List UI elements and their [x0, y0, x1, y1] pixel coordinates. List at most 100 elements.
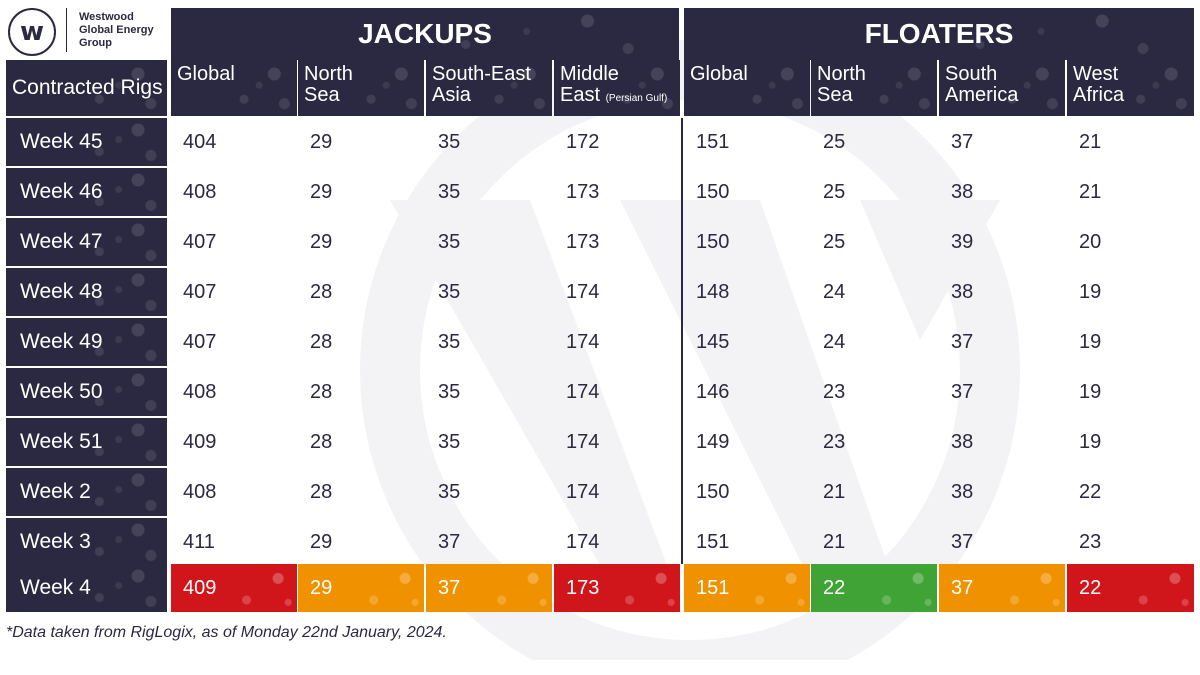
corner-label: Contracted Rigs [6, 60, 167, 116]
table-cell: 409 [183, 430, 217, 453]
column-header-line-1: Middle [560, 63, 619, 85]
table-cell: 407 [183, 330, 217, 353]
table-cell: 37 [951, 330, 974, 353]
column-header-line-2-text: Asia [432, 84, 471, 106]
row-label-week: Week 46 [6, 168, 167, 216]
table-cell: 38 [951, 180, 974, 203]
column-header-jackups-3: South-East Asia [426, 60, 552, 116]
logo-divider [66, 8, 67, 52]
table-cell: 35 [438, 180, 461, 203]
highlight-cell-red: 22 [1067, 564, 1194, 612]
row-label-week: Week 48 [6, 268, 167, 316]
table-cell: 148 [696, 280, 730, 303]
group-separator [681, 118, 683, 564]
group-header-floaters: FLOATERS [684, 8, 1194, 60]
column-header-line-1: Global [177, 63, 235, 85]
table-cell: 150 [696, 180, 730, 203]
row-label-week: Week 3 [6, 518, 167, 566]
table-cell: 35 [438, 280, 461, 303]
table-cell: 19 [1079, 380, 1102, 403]
table-cell: 28 [310, 330, 333, 353]
column-header-line-2-text: America [945, 84, 1019, 106]
table-cell: 35 [438, 380, 461, 403]
table-cell: 408 [183, 480, 217, 503]
table-cell: 35 [438, 430, 461, 453]
table-cell: 35 [438, 330, 461, 353]
table-cell: 38 [951, 480, 974, 503]
column-header-line-2-text: Sea [817, 84, 853, 106]
table-cell: 174 [566, 330, 600, 353]
column-header-floaters-3: South America [939, 60, 1065, 116]
table-cell: 149 [696, 430, 730, 453]
row-label-week: Week 50 [6, 368, 167, 416]
column-header-line-2: Africa [1073, 85, 1194, 106]
table-cell: 37 [438, 530, 461, 553]
column-header-floaters-1: Global [684, 60, 810, 116]
table-cell: 29 [310, 130, 333, 153]
column-header-line-2: Asia [432, 85, 552, 106]
column-header-line-2-text: Africa [1073, 84, 1125, 106]
table-cell: 29 [310, 230, 333, 253]
table-cell: 150 [696, 230, 730, 253]
row-label-week-current: Week 4 [6, 564, 167, 612]
table-cell: 19 [1079, 330, 1102, 353]
row-label-week: Week 47 [6, 218, 167, 266]
table-cell: 25 [823, 230, 846, 253]
table-cell: 21 [823, 530, 846, 553]
table-cell: 38 [951, 280, 974, 303]
column-header-line-1: North [817, 63, 866, 85]
column-header-line-2: Sea [817, 85, 937, 106]
table-cell: 35 [438, 130, 461, 153]
table-cell: 174 [566, 430, 600, 453]
table-cell: 24 [823, 330, 846, 353]
highlight-cell-orange: 29 [298, 564, 424, 612]
highlight-cell-green: 22 [811, 564, 937, 612]
table-cell: 39 [951, 230, 974, 253]
column-header-jackups-1: Global [171, 60, 297, 116]
table-cell: 173 [566, 230, 600, 253]
table-cell: 151 [696, 130, 730, 153]
row-label-week: Week 2 [6, 468, 167, 516]
table-cell: 35 [438, 230, 461, 253]
column-header-jackups-2: North Sea [298, 60, 424, 116]
table-cell: 146 [696, 380, 730, 403]
table-cell: 404 [183, 130, 217, 153]
table-cell: 145 [696, 330, 730, 353]
table-cell: 29 [310, 180, 333, 203]
table-cell: 21 [823, 480, 846, 503]
row-label-week: Week 45 [6, 118, 167, 166]
table-cell: 35 [438, 480, 461, 503]
logo-icon: w [8, 8, 56, 56]
table-cell: 174 [566, 380, 600, 403]
column-header-line-2: America [945, 85, 1065, 106]
row-label-week: Week 49 [6, 318, 167, 366]
column-header-line-1: North [304, 63, 353, 85]
table-cell: 408 [183, 380, 217, 403]
table-cell: 150 [696, 480, 730, 503]
column-header-floaters-4: West Africa [1067, 60, 1194, 116]
column-header-line-2: East (Persian Gulf) [560, 85, 680, 109]
table-cell: 29 [310, 530, 333, 553]
footnote: *Data taken from RigLogix, as of Monday … [6, 624, 447, 641]
table-cell: 407 [183, 280, 217, 303]
table-cell: 25 [823, 180, 846, 203]
logo-name-line-1: Westwood [79, 11, 134, 23]
logo-name-line-3: Group [79, 37, 112, 49]
table-cell: 172 [566, 130, 600, 153]
table-cell: 28 [310, 380, 333, 403]
group-header-jackups: JACKUPS [171, 8, 679, 60]
column-header-line-2: Sea [304, 85, 424, 106]
column-header-line-1: Global [690, 63, 748, 85]
column-header-line-2-text: East [560, 84, 601, 106]
highlight-cell-red: 173 [554, 564, 680, 612]
table-cell: 23 [823, 430, 846, 453]
column-header-jackups-4: Middle East (Persian Gulf) [554, 60, 680, 116]
highlight-cell-orange: 151 [684, 564, 810, 612]
table-cell: 28 [310, 280, 333, 303]
table-cell: 173 [566, 180, 600, 203]
table-cell: 28 [310, 480, 333, 503]
table-cell: 23 [823, 380, 846, 403]
table-cell: 20 [1079, 230, 1102, 253]
table-cell: 408 [183, 180, 217, 203]
table-cell: 411 [183, 530, 215, 553]
